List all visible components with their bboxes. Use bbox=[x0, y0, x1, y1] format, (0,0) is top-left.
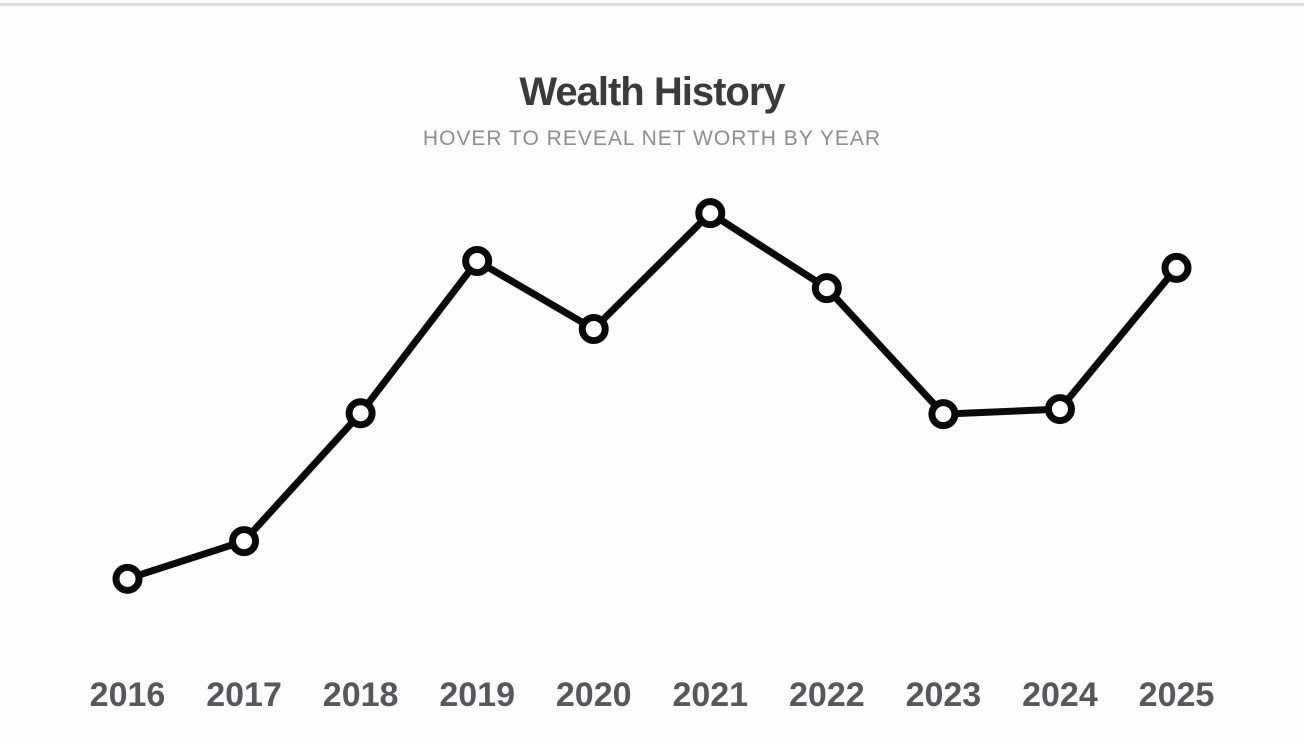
x-axis-label-2024: 2024 bbox=[1022, 676, 1098, 714]
x-axis-label-2025: 2025 bbox=[1139, 676, 1215, 714]
data-point-2017[interactable] bbox=[229, 526, 260, 557]
net-worth-line bbox=[124, 209, 1180, 583]
data-point-2025[interactable] bbox=[1161, 252, 1192, 283]
x-axis-label-2017: 2017 bbox=[206, 676, 282, 714]
data-point-2020[interactable] bbox=[578, 314, 609, 345]
data-points-group bbox=[112, 198, 1192, 594]
data-point-2024[interactable] bbox=[1044, 394, 1075, 425]
x-axis-label-2018: 2018 bbox=[323, 676, 399, 714]
data-point-2019[interactable] bbox=[462, 245, 493, 276]
data-point-2018[interactable] bbox=[345, 398, 376, 429]
data-point-2023[interactable] bbox=[928, 399, 959, 430]
data-point-2021[interactable] bbox=[695, 198, 726, 229]
top-divider bbox=[0, 3, 1304, 6]
x-axis-label-2023: 2023 bbox=[906, 676, 982, 714]
x-axis-label-2016: 2016 bbox=[90, 676, 166, 714]
x-axis-labels-group: 2016 2017 2018 2019 2020 2021 2022 2023 2024 2025 bbox=[90, 676, 1215, 714]
x-axis-label-2019: 2019 bbox=[439, 676, 515, 714]
x-axis-label-2022: 2022 bbox=[789, 676, 865, 714]
data-point-2022[interactable] bbox=[811, 273, 842, 304]
x-axis-label-2020: 2020 bbox=[556, 676, 632, 714]
x-axis-label-2021: 2021 bbox=[672, 676, 748, 714]
data-point-2016[interactable] bbox=[112, 563, 143, 594]
